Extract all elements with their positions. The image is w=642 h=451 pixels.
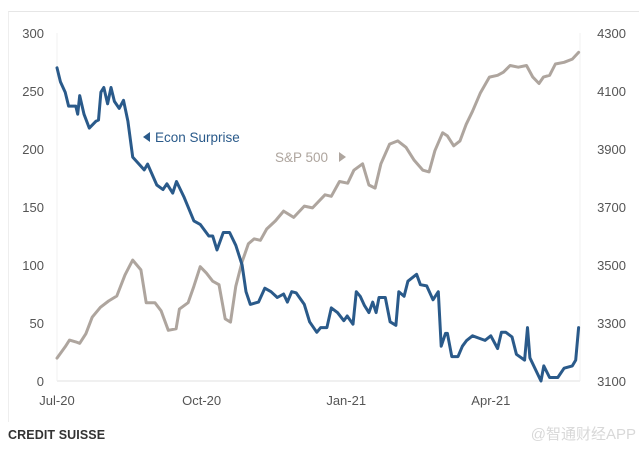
sp500-annotation: S&P 500 [275, 150, 346, 165]
right-y-tick-label: 3900 [597, 142, 626, 157]
left-arrow-icon [143, 132, 150, 142]
right-y-tick-label: 3300 [597, 316, 626, 331]
sp500-label: S&P 500 [275, 150, 328, 165]
left-y-tick-label: 200 [22, 142, 44, 157]
left-y-tick-label: 100 [22, 258, 44, 273]
right-y-tick-label: 4100 [597, 84, 626, 99]
right-y-tick-label: 3700 [597, 200, 626, 215]
right-y-tick-label: 3500 [597, 258, 626, 273]
left-y-tick-label: 0 [37, 374, 44, 389]
x-tick-label: Oct-20 [182, 393, 221, 408]
left-y-tick-label: 150 [22, 200, 44, 215]
source-credit: CREDIT SUISSE [8, 428, 106, 442]
sp500-line [55, 50, 581, 360]
right-y-tick-label: 4300 [597, 26, 626, 41]
watermark: @智通财经APP [530, 426, 636, 443]
left-y-tick-label: 50 [30, 316, 44, 331]
x-tick-label: Jan-21 [326, 393, 366, 408]
chart-frame [8, 11, 639, 422]
left-y-tick-label: 250 [22, 84, 44, 99]
left-y-tick-label: 300 [22, 26, 44, 41]
x-tick-label: Apr-21 [471, 393, 510, 408]
x-tick-label: Jul-20 [39, 393, 74, 408]
econ-surprise-label: Econ Surprise [155, 130, 240, 145]
econ-surprise-line [55, 66, 581, 383]
right-arrow-icon [339, 152, 346, 162]
econ-surprise-annotation: Econ Surprise [143, 130, 240, 145]
right-y-tick-label: 3100 [597, 374, 626, 389]
